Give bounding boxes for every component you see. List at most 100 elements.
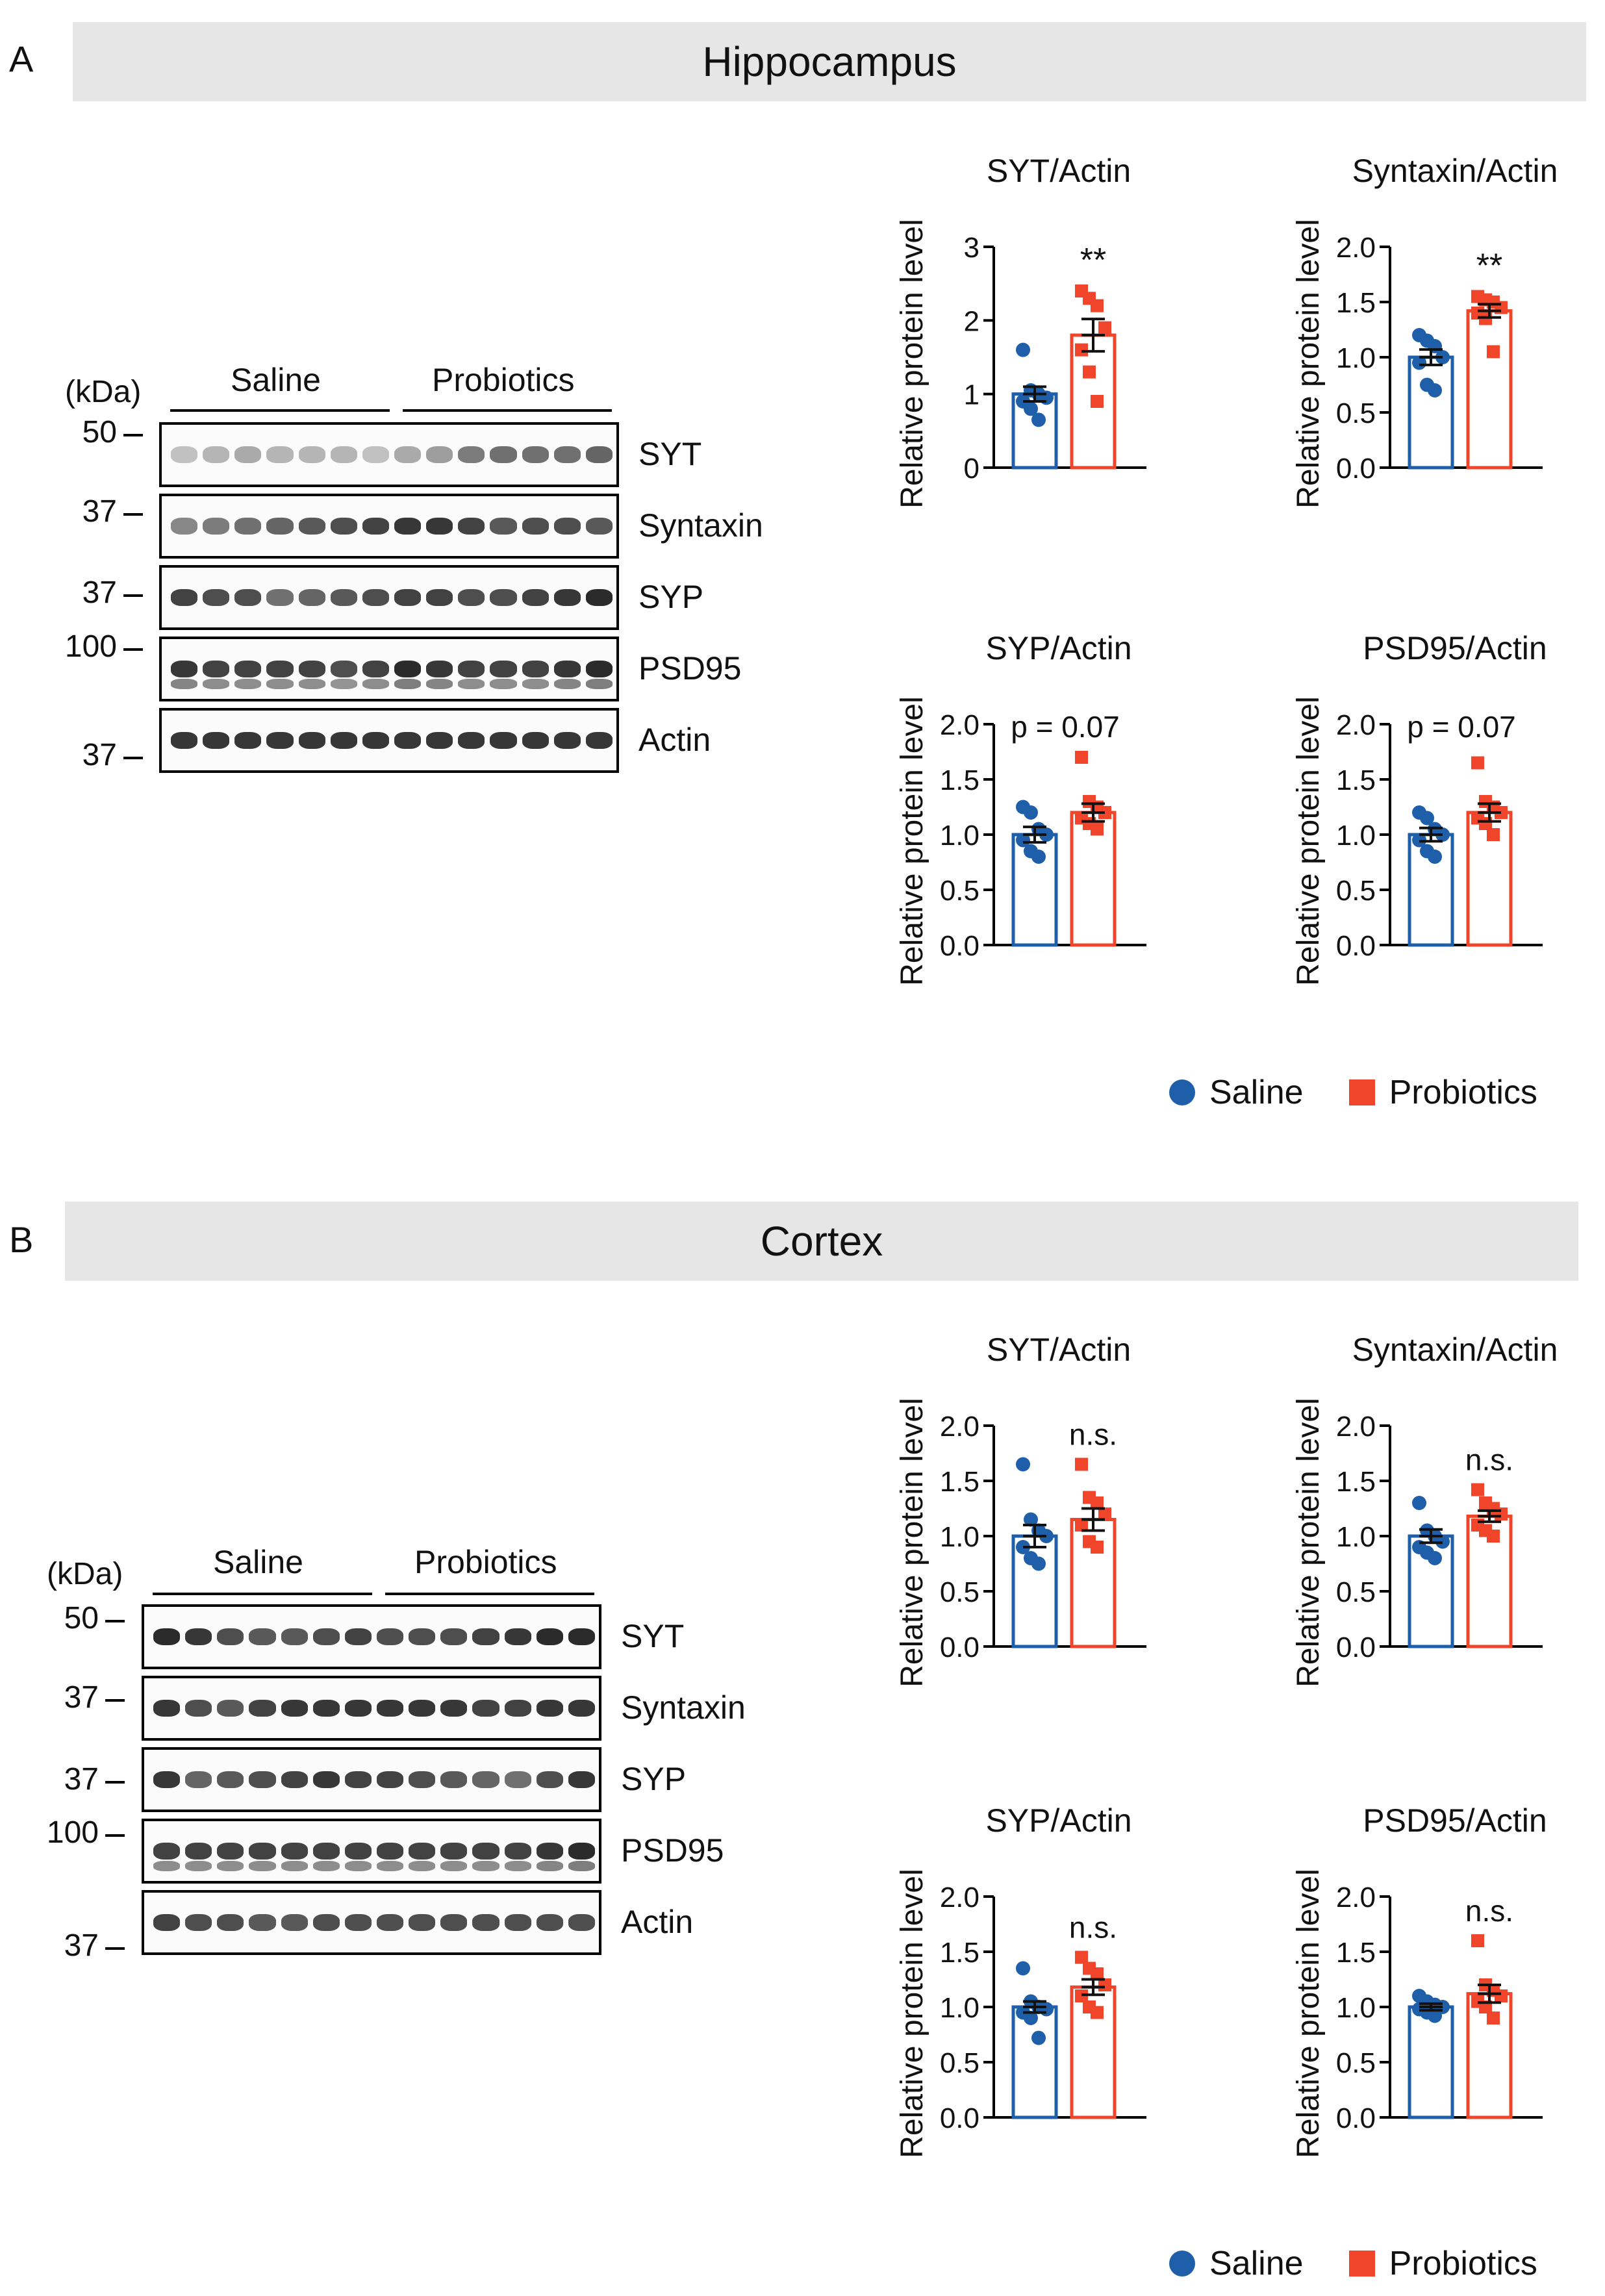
data-point-saline xyxy=(1428,850,1442,864)
marker-label: 37 xyxy=(64,1762,99,1797)
y-tick-label: 2.0 xyxy=(1336,709,1376,741)
blot-band xyxy=(249,1843,276,1860)
blot-band xyxy=(472,1700,499,1717)
data-point-probiotics xyxy=(1098,1508,1111,1520)
blot-band xyxy=(377,1861,404,1871)
data-point-saline xyxy=(1412,1496,1426,1510)
blot-band xyxy=(203,446,230,463)
blot-band xyxy=(440,1771,468,1788)
blot-band xyxy=(522,661,549,677)
blot-band xyxy=(472,1914,499,1931)
region-title: Cortex xyxy=(760,1218,883,1265)
data-point-saline xyxy=(1016,833,1030,848)
blot-band xyxy=(458,661,485,677)
y-axis-label: Relative protein level xyxy=(1291,696,1326,986)
marker-label: 37 xyxy=(82,738,117,772)
bar-chart: Syntaxin/Actin Relative protein level 0.0 0… xyxy=(1291,153,1558,509)
blot-band xyxy=(472,1628,499,1645)
data-point-saline xyxy=(1039,390,1054,405)
marker-label: 37 xyxy=(82,494,117,529)
data-point-probiotics xyxy=(1487,2012,1500,2025)
protein-label-syntaxin: Syntaxin xyxy=(621,1689,746,1726)
marker-label: 37 xyxy=(64,1928,99,1963)
y-tick-label: 1.5 xyxy=(1336,764,1376,796)
legend-probiotics-marker xyxy=(1348,1079,1375,1105)
y-tick-label: 0.0 xyxy=(1336,453,1376,485)
significance-annotation: ** xyxy=(1476,247,1502,285)
blot-band xyxy=(249,1700,276,1717)
marker-tick xyxy=(105,1947,125,1950)
y-tick-label: 1.0 xyxy=(1336,1992,1376,2024)
blot-band xyxy=(553,589,581,606)
data-point-saline xyxy=(1428,2008,1442,2023)
data-point-probiotics xyxy=(1075,1950,1088,1964)
y-tick-label: 0.0 xyxy=(940,2102,979,2134)
data-point-probiotics xyxy=(1098,321,1111,334)
blot-band xyxy=(153,1771,181,1788)
protein-label-syp: SYP xyxy=(638,579,704,615)
kda-label: (kDa) xyxy=(65,375,142,409)
blot-band xyxy=(153,1700,181,1717)
blot-band xyxy=(298,732,325,749)
y-axis-label: Relative protein level xyxy=(895,1398,929,1687)
blot-band xyxy=(394,589,422,606)
blot-band xyxy=(344,1700,372,1717)
data-point-saline xyxy=(1031,1556,1046,1571)
data-point-saline xyxy=(1024,401,1038,416)
data-point-saline xyxy=(1039,2002,1054,2017)
group-line-probiotics xyxy=(403,409,612,412)
significance-annotation: p = 0.07 xyxy=(1011,710,1120,744)
legend-saline-label: Saline xyxy=(1209,1074,1304,1111)
blot-band xyxy=(203,518,230,535)
data-point-saline xyxy=(1024,805,1038,820)
blot-band xyxy=(234,518,262,535)
blot-band xyxy=(585,661,613,677)
region-banner: Hippocampus xyxy=(73,22,1586,101)
blot-band xyxy=(249,1628,276,1645)
blot-band xyxy=(330,661,357,677)
chart-title: Syntaxin/Actin xyxy=(1352,1331,1558,1368)
blot-band xyxy=(536,1771,563,1788)
blot-band xyxy=(472,1843,499,1860)
blot-band xyxy=(330,732,357,749)
data-point-probiotics xyxy=(1471,756,1484,770)
blot-band xyxy=(266,679,294,689)
marker-tick xyxy=(123,648,143,651)
data-point-saline xyxy=(1031,2030,1046,2045)
blot-band xyxy=(217,1914,244,1931)
y-tick-label: 0 xyxy=(964,453,979,485)
blot-band xyxy=(203,679,230,689)
blot-strip-psd95 xyxy=(142,1819,601,1884)
blot-strip-actin xyxy=(159,708,619,773)
blot-band xyxy=(536,1914,563,1931)
blot-band xyxy=(266,446,294,463)
blot-band xyxy=(458,679,485,689)
blot-band xyxy=(362,661,389,677)
blot-band xyxy=(504,1861,531,1871)
panel-letter: A xyxy=(9,38,34,79)
significance-annotation: n.s. xyxy=(1069,1418,1117,1452)
blot-band xyxy=(298,518,325,535)
blot-band xyxy=(266,518,294,535)
y-axis-label: Relative protein level xyxy=(895,219,929,509)
y-tick-label: 2.0 xyxy=(940,1882,979,1913)
blot-band xyxy=(185,1700,212,1717)
chart-title: PSD95/Actin xyxy=(1363,630,1547,666)
blot-band xyxy=(426,446,453,463)
y-tick-label: 1.5 xyxy=(1336,1466,1376,1498)
blot-band xyxy=(377,1771,404,1788)
blot-band xyxy=(281,1628,308,1645)
blot-band xyxy=(553,518,581,535)
blot-band xyxy=(217,1628,244,1645)
y-tick-label: 2.0 xyxy=(1336,232,1376,264)
data-point-probiotics xyxy=(1091,1541,1104,1554)
blot-band xyxy=(490,518,517,535)
data-point-probiotics xyxy=(1075,343,1088,357)
legend: Saline Probiotics xyxy=(1169,1073,1537,1112)
data-point-saline xyxy=(1031,412,1046,427)
chart-title: SYP/Actin xyxy=(985,1802,1131,1839)
marker-label: 100 xyxy=(64,629,117,664)
blot-band xyxy=(522,679,549,689)
data-point-saline xyxy=(1428,1551,1442,1565)
marker-tick xyxy=(105,1699,125,1702)
